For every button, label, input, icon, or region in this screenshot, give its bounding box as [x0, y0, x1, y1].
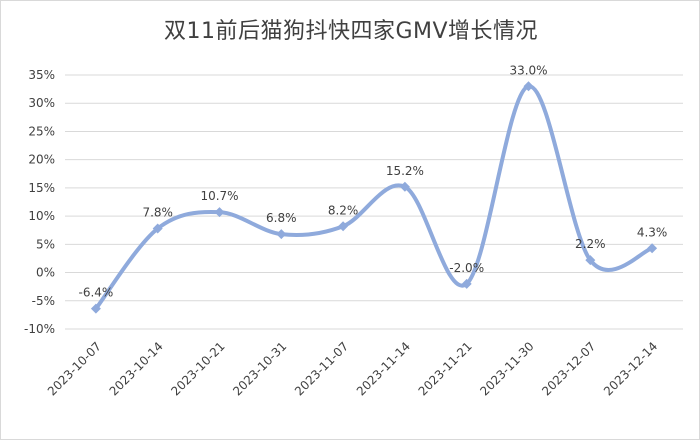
data-label: 10.7%: [200, 189, 238, 203]
series-line: [93, 84, 655, 311]
y-tick-label: 0%: [36, 266, 55, 280]
data-point: [523, 81, 534, 92]
x-tick-label: 2023-11-07: [292, 339, 351, 398]
data-label: 15.2%: [386, 164, 424, 178]
data-label: 2.2%: [575, 237, 606, 251]
data-point: [461, 278, 472, 289]
data-label: 4.3%: [637, 225, 668, 239]
y-tick-label: -5%: [32, 294, 55, 308]
y-tick-label: 20%: [28, 153, 55, 167]
data-point: [214, 207, 225, 218]
x-tick-label: 2023-11-14: [354, 339, 413, 398]
chart-title: 双11前后猫狗抖快四家GMV增长情况: [163, 19, 539, 44]
x-tick-label: 2023-10-14: [107, 339, 166, 398]
y-tick-label: 5%: [36, 237, 55, 251]
x-tick-label: 2023-10-31: [230, 339, 289, 398]
x-tick-label: 2023-10-07: [45, 339, 104, 398]
data-point: [647, 243, 658, 254]
x-tick-label: 2023-12-07: [539, 339, 598, 398]
x-tick-label: 2023-11-30: [477, 339, 536, 398]
x-tick-label: 2023-10-21: [168, 339, 227, 398]
y-tick-label: -10%: [24, 322, 55, 336]
x-tick-label: 2023-12-14: [601, 339, 660, 398]
data-point: [338, 221, 349, 232]
data-label: 33.0%: [509, 63, 547, 77]
data-label: -2.0%: [449, 261, 484, 275]
y-tick-label: 30%: [28, 96, 55, 110]
data-label: 6.8%: [266, 211, 297, 225]
data-label: 8.2%: [328, 203, 359, 217]
data-point: [585, 255, 596, 266]
data-label: 7.8%: [142, 206, 173, 220]
data-point: [399, 181, 410, 192]
x-tick-label: 2023-11-21: [416, 339, 475, 398]
data-point: [152, 223, 163, 234]
y-tick-label: 15%: [28, 181, 55, 195]
y-tick-label: 35%: [28, 68, 55, 82]
y-tick-label: 25%: [28, 124, 55, 138]
y-tick-label: 10%: [28, 209, 55, 223]
data-point: [276, 229, 287, 240]
data-label: -6.4%: [78, 286, 113, 300]
data-point: [90, 303, 101, 314]
